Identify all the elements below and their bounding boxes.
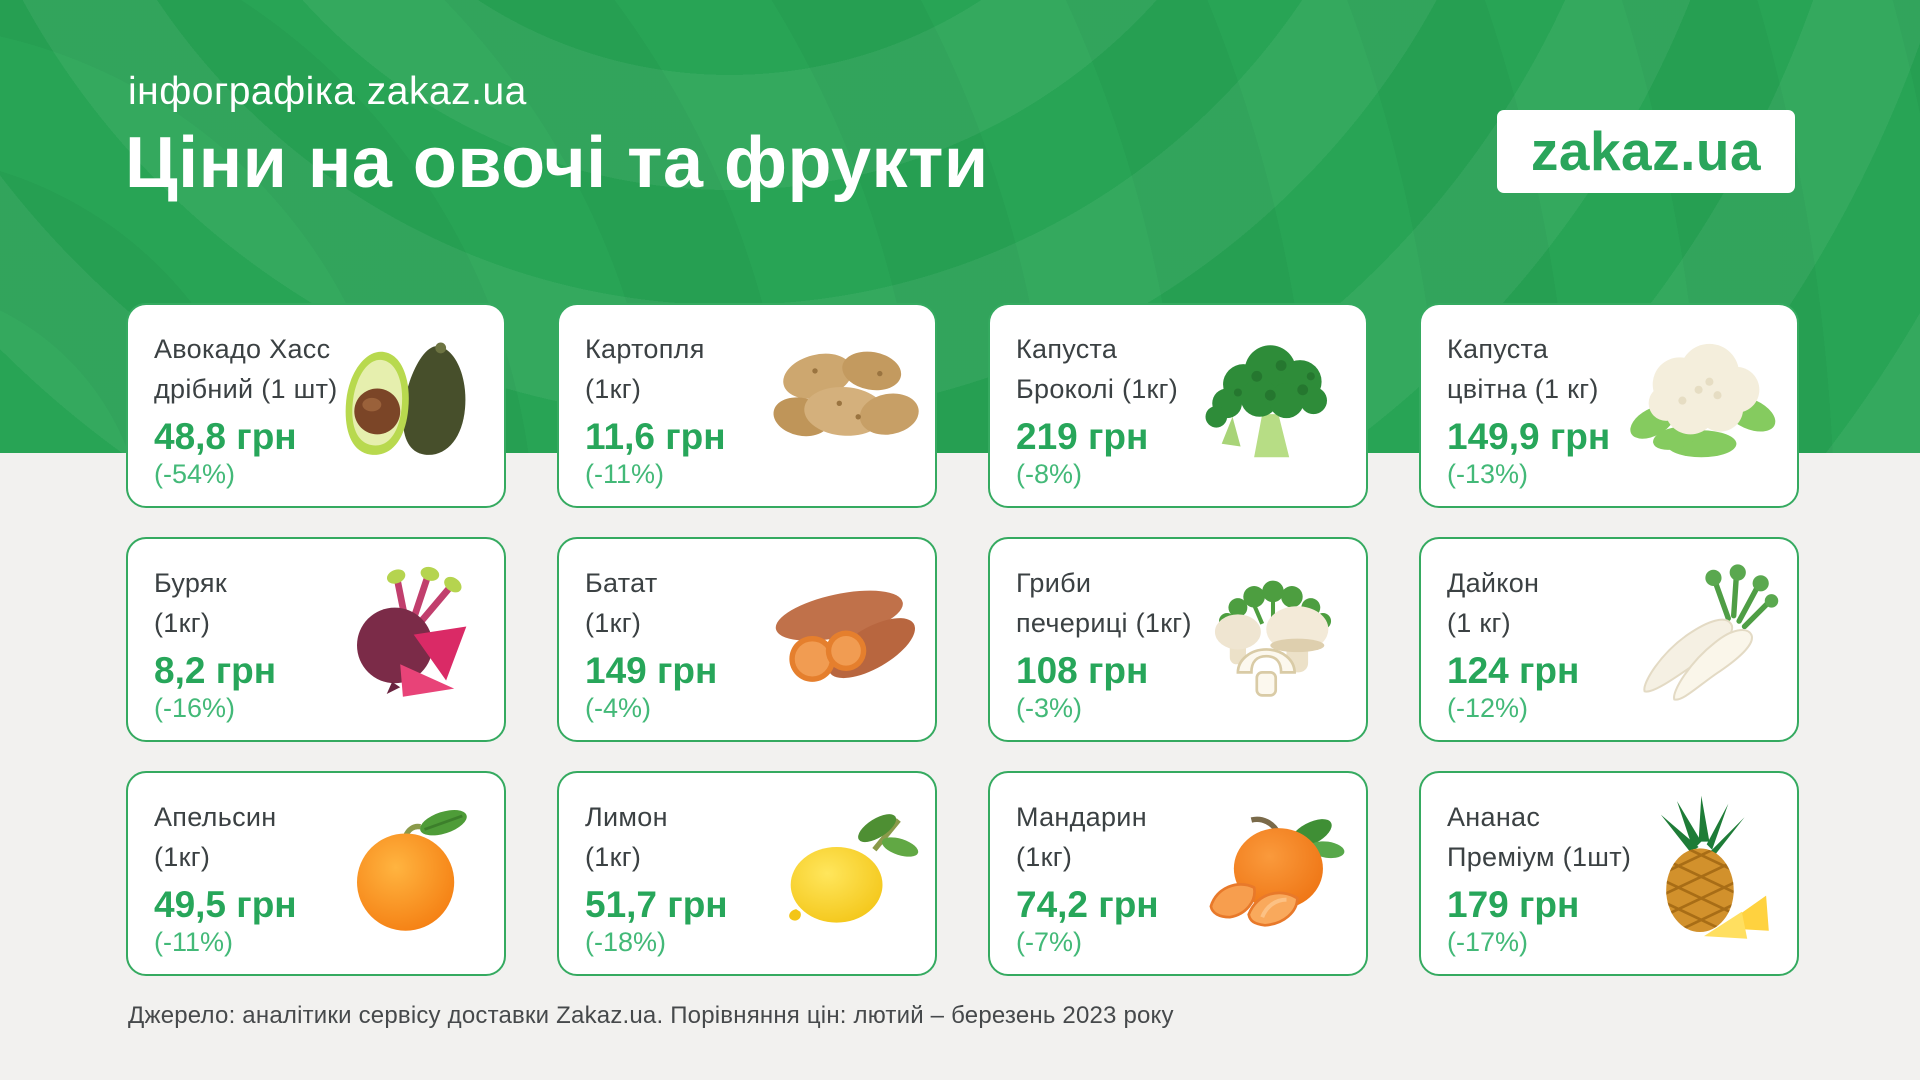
product-name: Буряк (1кг) [154,563,504,643]
beetroot-icon [330,559,492,721]
product-name-line1: Авокадо Хасс [154,334,331,364]
product-name-line1: Мандарин [1016,802,1147,832]
card-sweet-potato: Батат (1кг) 149 грн (-4%) [557,537,937,742]
product-name-line2: (1кг) [154,842,211,872]
product-name-line2: Преміум (1шт) [1447,842,1632,872]
product-name-line1: Дайкон [1447,568,1540,598]
tangerine-icon [1192,793,1354,955]
card-cauliflower: Капуста цвітна (1 кг) 149,9 грн (-13%) [1419,303,1799,508]
product-name: Капуста Броколі (1кг) [1016,329,1366,409]
card-mushrooms: Гриби печериці (1кг) 108 грн (-3%) [988,537,1368,742]
product-price-change: (-17%) [1447,927,1529,958]
product-name-line1: Капуста [1016,334,1118,364]
product-price: 51,7 грн [585,883,728,925]
card-lemon: Лимон (1кг) 51,7 грн (-18%) [557,771,937,976]
card-tangerine: Мандарин (1кг) 74,2 грн (-7%) [988,771,1368,976]
product-name: Батат (1кг) [585,563,935,643]
card-broccoli: Капуста Броколі (1кг) 219 грн (-8%) [988,303,1368,508]
product-card-grid: Авокадо Хасс дрібний (1 шт) 48,8 грн (-5… [126,303,1799,976]
product-name-line1: Лимон [585,802,668,832]
product-name-line2: Броколі (1кг) [1016,374,1179,404]
source-note: Джерело: аналітики сервісу доставки Zaka… [128,1002,1174,1029]
product-name: Мандарин (1кг) [1016,797,1366,877]
product-name-line1: Апельсин [154,802,277,832]
product-name: Дайкон (1 кг) [1447,563,1797,643]
product-price-change: (-7%) [1016,927,1082,958]
lemon-icon [761,793,923,955]
product-price: 108 грн [1016,649,1149,691]
card-pineapple: Ананас Преміум (1шт) 179 грн (-17%) [1419,771,1799,976]
product-name-line1: Картопля [585,334,705,364]
product-price-change: (-11%) [585,459,665,490]
product-price: 8,2 грн [154,649,277,691]
avocado-icon [330,325,492,487]
product-name: Авокадо Хасс дрібний (1 шт) [154,329,504,409]
product-price-change: (-16%) [154,693,236,724]
mushroom-icon [1192,559,1354,721]
product-name-line1: Капуста [1447,334,1549,364]
product-price-change: (-4%) [585,693,651,724]
zakazua-logo: zakaz.ua [1497,110,1795,193]
product-price-change: (-12%) [1447,693,1529,724]
pineapple-icon [1623,793,1785,955]
product-price: 74,2 грн [1016,883,1159,925]
product-name: Ананас Преміум (1шт) [1447,797,1797,877]
product-name-line2: (1кг) [585,842,642,872]
product-price-change: (-13%) [1447,459,1529,490]
product-name-line2: (1кг) [1016,842,1073,872]
product-name-line1: Батат [585,568,658,598]
product-price-change: (-54%) [154,459,236,490]
daikon-icon [1623,559,1785,721]
orange-icon [330,793,492,955]
product-price: 219 грн [1016,415,1149,457]
cauliflower-icon [1623,325,1785,487]
product-name: Капуста цвітна (1 кг) [1447,329,1797,409]
product-name-line2: (1кг) [585,374,642,404]
product-price-change: (-3%) [1016,693,1082,724]
card-potato: Картопля (1кг) 11,6 грн (-11%) [557,303,937,508]
product-name: Апельсин (1кг) [154,797,504,877]
sweet-potato-icon [761,559,923,721]
header-kicker: інфографіка zakaz.ua [128,70,527,113]
product-name-line1: Ананас [1447,802,1541,832]
card-orange: Апельсин (1кг) 49,5 грн (-11%) [126,771,506,976]
product-price: 49,5 грн [154,883,297,925]
product-name-line2: (1 кг) [1447,608,1511,638]
broccoli-icon [1192,325,1354,487]
product-price-change: (-8%) [1016,459,1082,490]
page-title: Ціни на овочі та фрукти [125,123,989,203]
product-name-line2: (1кг) [585,608,642,638]
product-price-change: (-18%) [585,927,667,958]
zakazua-logo-text: zakaz.ua [1530,120,1762,182]
product-name-line2: цвітна (1 кг) [1447,374,1599,404]
product-name: Картопля (1кг) [585,329,935,409]
card-avocado: Авокадо Хасс дрібний (1 шт) 48,8 грн (-5… [126,303,506,508]
product-price: 124 грн [1447,649,1580,691]
product-price: 149 грн [585,649,718,691]
product-name-line2: дрібний (1 шт) [154,374,338,404]
product-price: 179 грн [1447,883,1580,925]
product-name-line1: Гриби [1016,568,1092,598]
product-name: Лимон (1кг) [585,797,935,877]
product-price: 11,6 грн [585,415,726,457]
product-name-line1: Буряк [154,568,227,598]
card-beetroot: Буряк (1кг) 8,2 грн (-16%) [126,537,506,742]
product-price: 149,9 грн [1447,415,1611,457]
product-name-line2: (1кг) [154,608,211,638]
product-price-change: (-11%) [154,927,234,958]
product-price: 48,8 грн [154,415,297,457]
product-name-line2: печериці (1кг) [1016,608,1192,638]
card-daikon: Дайкон (1 кг) 124 грн (-12%) [1419,537,1799,742]
potato-icon [761,325,923,487]
product-name: Гриби печериці (1кг) [1016,563,1366,643]
